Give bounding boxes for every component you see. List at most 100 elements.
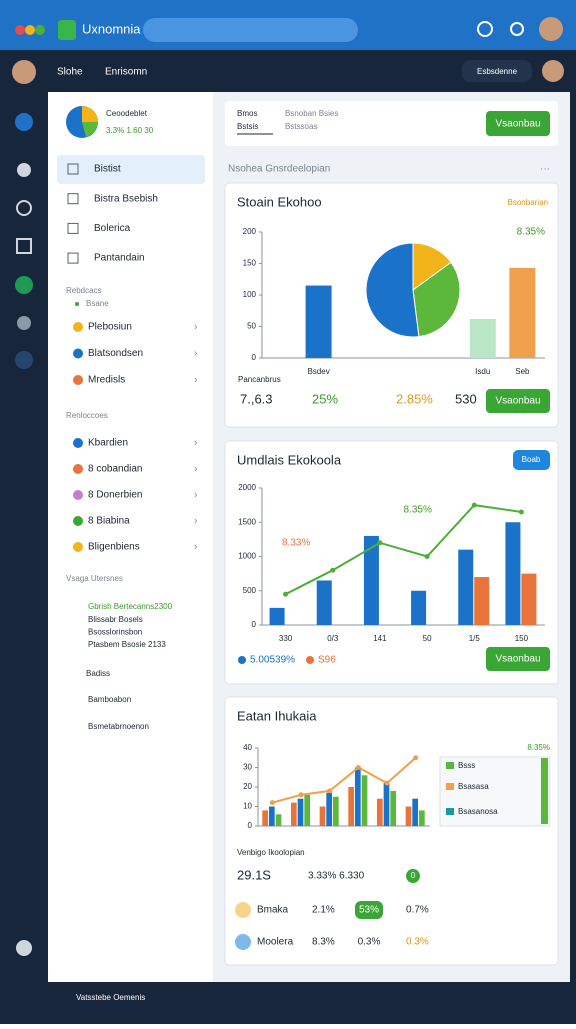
button[interactable] <box>486 389 550 413</box>
button[interactable] <box>486 111 550 136</box>
sidebar-link[interactable]: Bsmetabrnoenon <box>88 722 149 731</box>
sidebar-item[interactable]: Bligenbiens <box>88 542 140 553</box>
more[interactable]: ··· <box>540 164 550 175</box>
sidebar-item[interactable]: Kbardien <box>88 438 128 449</box>
sidebar-item[interactable]: Plebosiun <box>88 322 132 333</box>
card-title: Stoain Ekohoo <box>237 194 322 209</box>
bar <box>304 794 311 826</box>
y-tick-label: 40 <box>243 743 252 752</box>
bar <box>268 806 275 826</box>
line-point <box>330 567 336 573</box>
bar <box>269 607 285 625</box>
rail-icon[interactable] <box>15 351 33 369</box>
button[interactable] <box>486 647 550 671</box>
profile-icon <box>82 106 98 122</box>
rail-icon[interactable] <box>16 200 32 216</box>
badge[interactable] <box>513 450 550 470</box>
menu-item[interactable]: Bistist <box>94 164 121 175</box>
row-cell: Moolera <box>257 937 294 948</box>
chevron: › <box>194 464 197 475</box>
side-swatch <box>446 783 454 790</box>
sidebar-link[interactable]: Bamboabon <box>88 695 131 704</box>
row-cell: 0.7% <box>406 905 429 916</box>
subtab[interactable]: Bstssoas <box>285 122 317 131</box>
bar <box>419 810 425 826</box>
line-point <box>283 591 289 597</box>
nav-button[interactable] <box>462 60 532 82</box>
card <box>224 696 559 966</box>
profile-subtitle: 3.3% 1.60 30 <box>106 126 154 135</box>
row-icon <box>235 902 251 918</box>
badge <box>406 869 420 883</box>
side-panel <box>439 756 551 827</box>
legend-label: 5.00539% <box>250 655 295 666</box>
nav-link[interactable]: Slohe <box>57 67 83 78</box>
rail-icon[interactable] <box>16 238 32 254</box>
header-card <box>225 101 558 146</box>
nav-link[interactable]: Enrisomn <box>105 67 147 78</box>
y-tick-label: 0 <box>252 620 257 629</box>
avatar[interactable] <box>539 17 563 41</box>
side-swatch <box>446 808 454 815</box>
rail-icon[interactable] <box>15 113 33 131</box>
line-point <box>424 554 430 559</box>
bar <box>348 787 354 826</box>
sidebar-item[interactable]: 8 Donerbien <box>88 490 142 501</box>
bar <box>509 267 536 358</box>
sidebar-item[interactable]: 8 Biabina <box>88 516 130 527</box>
menu-item[interactable]: Bolerica <box>94 223 131 234</box>
dot <box>75 302 79 306</box>
card-title: Eatan Ihukaia <box>237 708 317 723</box>
tab[interactable]: Bmos <box>237 109 257 118</box>
rail-icon[interactable] <box>16 940 32 956</box>
line-point <box>377 540 383 546</box>
avatar[interactable] <box>12 60 36 84</box>
item-dot <box>73 542 83 552</box>
section-subtitle: Bsane <box>86 299 109 308</box>
card-link[interactable]: Bsonbarian <box>508 198 548 207</box>
tab[interactable]: Bsnoban Bsies <box>285 109 338 118</box>
section-label: Nsohea Gnsrdeelopian <box>228 164 330 175</box>
settings-icon[interactable] <box>510 22 524 36</box>
card-title: Umdlais Ekokoola <box>237 452 342 467</box>
x-tick-label: 141 <box>373 634 387 643</box>
sidebar-item[interactable]: Blatsondsen <box>88 348 143 359</box>
badge-label: Boab <box>522 455 541 464</box>
x-tick-label: Isdu <box>475 367 490 376</box>
row-cell: 53% <box>359 905 379 916</box>
stat: 3.33% 6.330 <box>308 871 365 882</box>
avatar[interactable] <box>542 60 564 82</box>
sidebar-link[interactable]: Badiss <box>86 669 110 678</box>
menu-item[interactable]: Bistra Bsebish <box>94 193 158 204</box>
row-cell: 2.1% <box>312 905 335 916</box>
y-tick-label: 1000 <box>238 552 256 561</box>
rail-icon[interactable] <box>17 316 31 330</box>
y-tick-label: 500 <box>243 586 257 595</box>
menu-item[interactable]: Pantandain <box>94 253 145 264</box>
y-tick-label: 0 <box>248 821 253 830</box>
side-item: Bsss <box>458 761 475 770</box>
footer-text: Vatsstebe Oemenis <box>76 993 145 1002</box>
icon-rail <box>15 113 33 956</box>
bar <box>376 798 383 826</box>
sidebar-item[interactable]: 8 cobandian <box>88 464 143 475</box>
sidebar-item[interactable]: Mredisls <box>88 375 125 386</box>
bar <box>275 814 282 826</box>
search[interactable] <box>143 18 358 42</box>
subtab[interactable]: Bstsis <box>237 122 258 131</box>
rail-icon[interactable] <box>15 276 33 294</box>
bar <box>390 790 397 826</box>
x-tick-label: 0/3 <box>327 634 339 643</box>
legend-dot <box>306 656 314 664</box>
profile-icon <box>82 122 98 137</box>
bar <box>262 810 268 826</box>
legend-dot <box>238 656 246 664</box>
item-dot <box>73 348 83 359</box>
rail-icon[interactable] <box>17 163 31 177</box>
side-value: 8.35% <box>527 743 550 752</box>
bar <box>316 580 332 625</box>
row-icon <box>235 934 251 950</box>
icon[interactable] <box>477 21 493 37</box>
y-tick-label: 150 <box>243 259 257 268</box>
